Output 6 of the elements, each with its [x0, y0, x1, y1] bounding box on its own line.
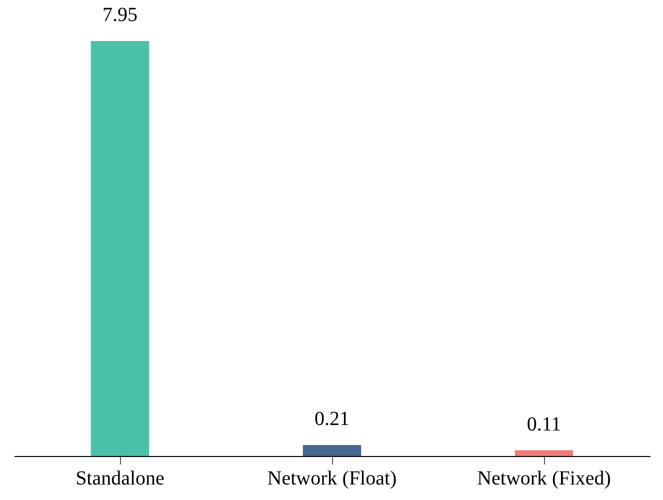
data-label: 0.21	[314, 408, 350, 430]
x-tick-label: Network (Fixed)	[477, 468, 611, 490]
data-label: 0.11	[526, 413, 562, 436]
data-label: 7.95	[102, 4, 138, 26]
x-tick-label: Standalone	[76, 468, 165, 490]
x-tick-label: Network (Float)	[267, 468, 397, 490]
